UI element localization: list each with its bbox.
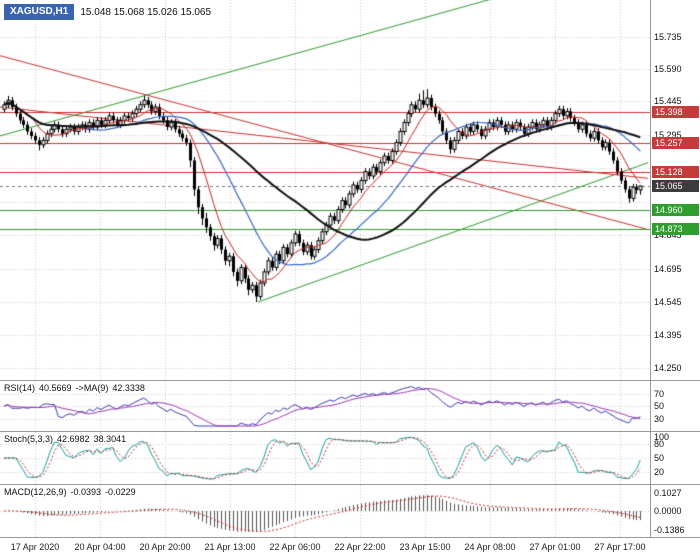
time-axis[interactable]: 17 Apr 2020 20 Apr 04:00 20 Apr 20:00 21 Ap… (0, 537, 700, 560)
macd-axis-label: 0.0000 (654, 506, 682, 516)
stoch-k-value: 42.6982 (57, 434, 90, 444)
stochastic-pane: 100 80 50 20 Stoch(5,3,3) 42.6982 38.3041 (0, 431, 700, 484)
price-axis[interactable]: 15.735 15.590 15.445 15.295 14.845 14.695 14.5… (650, 0, 700, 380)
symbol-timeframe-badge: XAGUSD,H1 (4, 4, 75, 20)
time-axis-label: 27 Apr 17:00 (594, 542, 646, 552)
price-level-badge-resistance: 15.398 (652, 105, 699, 118)
rsi-axis-label: 70 (654, 388, 665, 399)
price-axis-label: 14.395 (654, 330, 682, 341)
price-axis-label: 15.590 (654, 64, 682, 75)
time-axis-label: 23 Apr 15:00 (399, 542, 451, 552)
macd-axis-label: 0.1027 (654, 488, 682, 498)
macd-value: -0.0393 (70, 487, 102, 497)
rsi-canvas[interactable] (0, 381, 650, 431)
price-axis-label: 14.695 (654, 263, 682, 274)
macd-label: MACD(12,26,9) -0.0393 -0.0229 (4, 487, 136, 497)
macd-name: MACD(12,26,9) (4, 487, 67, 497)
price-level-badge-resistance: 15.128 (652, 166, 699, 179)
stoch-axis-label: 100 (654, 432, 670, 442)
stoch-canvas[interactable] (0, 432, 650, 484)
stoch-axis-label: 20 (654, 467, 665, 478)
macd-canvas[interactable] (0, 485, 650, 537)
time-axis-label: 21 Apr 13:00 (204, 542, 256, 552)
price-level-badge-bid: 15.065 (652, 180, 699, 193)
main-chart-pane: 15.735 15.590 15.445 15.295 14.845 14.695 14.5… (0, 0, 700, 380)
stoch-axis-label: 80 (654, 438, 665, 449)
price-level-badge-support: 14.960 (652, 203, 699, 216)
macd-axis-label: -0.1386 (654, 525, 685, 535)
time-axis-label: 24 Apr 08:00 (464, 542, 516, 552)
stoch-label: Stoch(5,3,3) 42.6982 38.3041 (4, 434, 126, 444)
macd-pane: 0.1027 0.0000 -0.1386 MACD(12,26,9) -0.039… (0, 484, 700, 537)
rsi-value: 40.5669 (39, 383, 72, 393)
price-level-badge-resistance: 15.257 (652, 137, 699, 150)
price-axis-label: 14.845 (654, 230, 682, 241)
rsi-name: RSI(14) (4, 383, 36, 393)
price-level-badge-support: 14.873 (652, 222, 699, 235)
time-axis-label: 20 Apr 20:00 (139, 542, 191, 552)
price-axis-label: 14.250 (654, 362, 682, 373)
chart-header: XAGUSD,H1 15.048 15.068 15.026 15.065 (4, 4, 211, 20)
rsi-ma-value: 42.3338 (112, 383, 145, 393)
rsi-label: RSI(14) 40.5669 ->MA(9) 42.3338 (4, 383, 145, 393)
stoch-axis[interactable]: 100 80 50 20 (650, 432, 700, 484)
time-axis-label: 20 Apr 04:00 (74, 542, 126, 552)
stoch-name: Stoch(5,3,3) (4, 434, 54, 444)
macd-signal-value: -0.0229 (105, 487, 136, 497)
main-chart-canvas[interactable] (0, 0, 650, 380)
time-axis-label: 22 Apr 22:00 (334, 542, 386, 552)
time-axis-label: 27 Apr 01:00 (529, 542, 581, 552)
rsi-ma-name: ->MA(9) (75, 383, 109, 393)
price-axis-label: 15.295 (654, 129, 682, 140)
price-axis-label: 15.445 (654, 96, 682, 107)
rsi-axis-label: 30 (654, 413, 665, 424)
macd-axis[interactable]: 0.1027 0.0000 -0.1386 (650, 485, 700, 537)
time-axis-label: 22 Apr 06:00 (269, 542, 321, 552)
rsi-axis[interactable]: 70 50 30 (650, 381, 700, 431)
price-axis-label: 15.735 (654, 31, 682, 42)
stoch-d-value: 38.3041 (93, 434, 127, 444)
ohlc-readout: 15.048 15.068 15.026 15.065 (80, 6, 212, 18)
time-axis-label: 17 Apr 2020 (10, 542, 60, 552)
stoch-axis-label: 50 (654, 453, 665, 463)
rsi-axis-label: 50 (654, 401, 665, 411)
price-axis-label: 14.545 (654, 296, 682, 307)
rsi-pane: 70 50 30 RSI(14) 40.5669 ->MA(9) 42.3338 (0, 380, 700, 431)
